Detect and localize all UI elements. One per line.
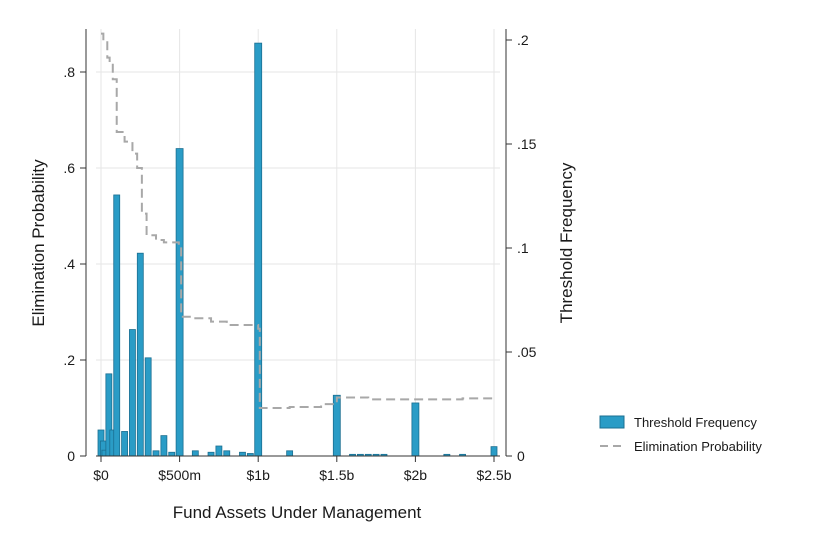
bar: [286, 450, 294, 457]
y-right-ticks: 0 .05 .1 .15 .2: [506, 32, 537, 464]
y-left-axis-title: Elimination Probability: [29, 159, 48, 327]
y-right-axis-title: Threshold Frequency: [557, 162, 576, 323]
y-left-tick-label: 0: [67, 448, 75, 464]
bar: [113, 194, 121, 457]
y-left-tick-label: .4: [63, 256, 75, 272]
bar: [191, 450, 199, 457]
x-tick-label: $1.5b: [319, 467, 354, 483]
bar: [129, 329, 136, 457]
bar: [168, 451, 176, 457]
y-right-tick-label: .15: [517, 136, 537, 152]
bar: [490, 446, 498, 457]
y-left-ticks: 0 .2 .4 .6 .8: [63, 64, 86, 464]
bar: [223, 450, 231, 457]
x-tick-label: $2b: [404, 467, 428, 483]
x-tick-label: $500m: [158, 467, 201, 483]
y-right-tick-label: .05: [517, 344, 537, 360]
y-left-tick-label: .6: [63, 160, 75, 176]
legend-label-elimination-probability: Elimination Probability: [634, 439, 762, 454]
gridlines: [96, 29, 500, 456]
bars: [97, 42, 498, 457]
bar: [215, 445, 223, 457]
legend-swatch-threshold-frequency: [599, 415, 625, 429]
bar: [239, 451, 246, 457]
bar: [411, 402, 420, 457]
y-right-tick-label: .1: [517, 240, 529, 256]
y-right-tick-label: .2: [517, 32, 529, 48]
bar: [160, 435, 168, 457]
y-left-tick-label: .2: [63, 352, 75, 368]
x-axis-title: Fund Assets Under Management: [173, 503, 422, 522]
legend: Threshold Frequency Elimination Probabil…: [599, 415, 762, 454]
y-left-tick-label: .8: [63, 64, 75, 80]
x-tick-label: $2.5b: [476, 467, 511, 483]
bar: [175, 148, 184, 457]
y-right-tick-label: 0: [517, 448, 525, 464]
elimination-probability-line: [101, 32, 494, 409]
x-ticks: $0 $500m $1b $1.5b $2b $2.5b: [93, 456, 512, 483]
bar: [121, 431, 128, 457]
legend-label-threshold-frequency: Threshold Frequency: [634, 415, 757, 430]
bar: [207, 451, 215, 457]
bar: [136, 252, 144, 457]
bar: [152, 450, 160, 457]
bar: [332, 394, 341, 457]
x-tick-label: $0: [93, 467, 109, 483]
x-tick-label: $1b: [247, 467, 271, 483]
bar: [144, 357, 152, 457]
